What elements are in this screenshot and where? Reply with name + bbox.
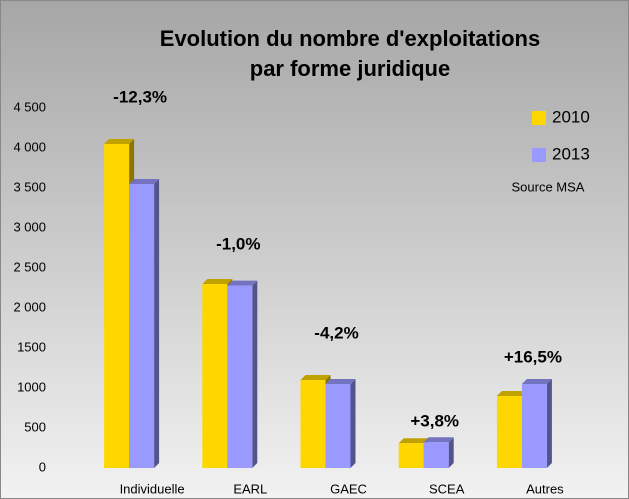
bar-top (325, 379, 356, 384)
annotation: +16,5% (504, 347, 562, 366)
chart-title: Evolution du nombre d'exploitations (160, 26, 540, 51)
y-tick-label: 1000 (17, 379, 46, 394)
annotation: +3,8% (410, 411, 459, 430)
annotation: -1,0% (216, 234, 260, 253)
bar-side (154, 179, 160, 468)
y-tick-label: 2 500 (13, 259, 46, 274)
bar (227, 285, 253, 468)
y-tick-label: 2 000 (13, 299, 46, 314)
bar (202, 284, 228, 468)
bar (398, 443, 424, 468)
legend-label: 2010 (552, 107, 590, 126)
y-tick-label: 1500 (17, 339, 46, 354)
annotation: -12,3% (113, 87, 167, 106)
legend-swatch (532, 148, 546, 162)
bar-top (129, 179, 160, 184)
x-tick-label: Autres (526, 481, 564, 496)
bar-top (104, 139, 135, 144)
bar (129, 184, 155, 468)
x-tick-label: GAEC (330, 481, 367, 496)
bar-top (202, 279, 233, 284)
legend-swatch (532, 111, 546, 125)
x-tick-label: EARL (233, 481, 267, 496)
bar-top (423, 437, 454, 443)
bar-top (300, 375, 331, 380)
x-tick-label: Individuelle (120, 481, 185, 496)
bar (300, 380, 326, 468)
bar (521, 384, 547, 468)
bar-top (496, 391, 527, 396)
y-tick-label: 4 000 (13, 139, 46, 154)
legend-label: 2013 (552, 144, 590, 163)
x-tick-label: SCEA (429, 481, 465, 496)
bar-side (252, 280, 258, 468)
bar (496, 396, 522, 468)
source-note: Source MSA (512, 179, 585, 194)
annotation: -4,2% (314, 323, 358, 342)
bar-side (448, 437, 454, 468)
bar-side (350, 379, 356, 468)
bar (104, 144, 130, 468)
bar-top (227, 280, 258, 286)
y-tick-label: 500 (24, 419, 46, 434)
y-tick-label: 3 000 (13, 219, 46, 234)
y-tick-label: 4 500 (13, 99, 46, 114)
bar (325, 384, 351, 468)
bar-side (546, 379, 552, 468)
bar (423, 442, 449, 468)
y-tick-label: 0 (39, 459, 46, 474)
chart-title: par forme juridique (250, 56, 450, 81)
bar-top (398, 438, 429, 444)
y-tick-label: 3 500 (13, 179, 46, 194)
bar-top (521, 379, 552, 384)
